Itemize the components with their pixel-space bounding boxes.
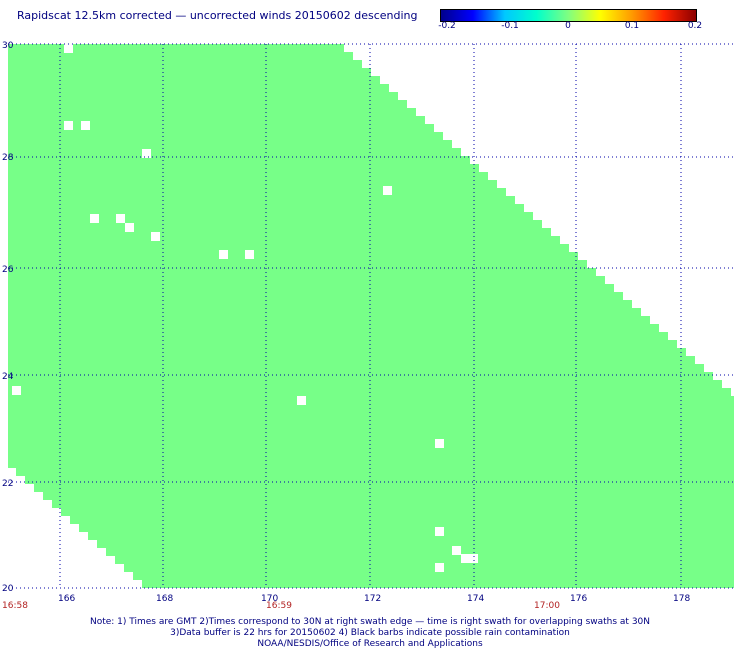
- lon-tick-label: 166: [58, 594, 75, 604]
- missing-data-cell: [452, 546, 461, 555]
- wind-map: 30 28 26 24 22 20 166 168 170 172 174 17…: [2, 41, 734, 610]
- missing-data-cell: [12, 386, 21, 395]
- lat-tick-label: 20: [2, 584, 14, 594]
- missing-data-cell: [469, 554, 478, 563]
- time-label: 17:00: [534, 601, 560, 610]
- lon-tick-label: 176: [570, 594, 587, 604]
- lat-tick-label: 26: [2, 265, 14, 275]
- lat-lon-grid: [8, 43, 734, 589]
- missing-data-cell: [116, 214, 125, 223]
- swath-polygon: [8, 44, 734, 588]
- lon-tick-label: 170: [261, 594, 278, 604]
- colorbar-tick: -0.1: [501, 21, 519, 31]
- colorbar-tick: -0.2: [438, 21, 456, 31]
- note-line-3: NOAA/NESDIS/Office of Research and Appli…: [257, 639, 483, 649]
- note-line-2: 3)Data buffer is 22 hrs for 20150602 4) …: [170, 628, 570, 638]
- lon-tick-label: 174: [467, 594, 484, 604]
- missing-data-cell: [435, 563, 444, 572]
- swath-coverage: [8, 44, 734, 588]
- missing-data-cell: [297, 396, 306, 405]
- colorbar: [440, 9, 697, 22]
- lat-tick-label: 30: [2, 41, 14, 51]
- missing-data-cell: [64, 44, 73, 53]
- missing-data-cell: [461, 554, 470, 563]
- chart-title: Rapidscat 12.5km corrected — uncorrected…: [17, 9, 418, 22]
- lon-tick-label: 168: [156, 594, 173, 604]
- missing-data-cell: [435, 527, 444, 536]
- lat-tick-label: 24: [2, 372, 14, 382]
- missing-data-cell: [125, 223, 134, 232]
- time-label: 16:58: [2, 601, 28, 610]
- missing-data-cell: [435, 439, 444, 448]
- lon-tick-label: 178: [673, 594, 690, 604]
- missing-data-cell: [90, 214, 99, 223]
- data-gaps: [12, 44, 478, 572]
- time-label: 16:59: [266, 601, 292, 610]
- missing-data-cell: [151, 232, 160, 241]
- missing-data-cell: [81, 121, 90, 130]
- colorbar-tick: 0.1: [624, 21, 640, 31]
- colorbar-tick: 0.2: [687, 21, 703, 31]
- missing-data-cell: [245, 250, 254, 259]
- lat-tick-label: 22: [2, 479, 13, 489]
- missing-data-cell: [219, 250, 228, 259]
- lon-tick-label: 172: [364, 594, 381, 604]
- missing-data-cell: [142, 149, 151, 158]
- missing-data-cell: [64, 121, 73, 130]
- lat-tick-label: 28: [2, 153, 14, 163]
- note-line-1: Note: 1) Times are GMT 2)Times correspon…: [89, 617, 651, 627]
- colorbar-tick: 0: [565, 21, 571, 31]
- missing-data-cell: [383, 186, 392, 195]
